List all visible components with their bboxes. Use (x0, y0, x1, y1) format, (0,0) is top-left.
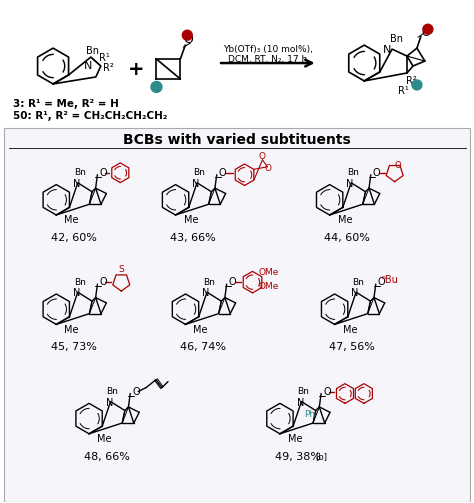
Text: N: N (346, 179, 354, 189)
Text: OMe: OMe (258, 282, 279, 291)
Text: Bn: Bn (74, 278, 86, 287)
Text: O: O (259, 152, 266, 161)
Text: 42, 60%: 42, 60% (51, 233, 97, 243)
Text: OMe: OMe (258, 268, 279, 277)
Circle shape (151, 81, 162, 93)
Text: 44, 60%: 44, 60% (324, 233, 370, 243)
Text: Bn: Bn (347, 169, 359, 178)
Text: N: N (202, 288, 210, 298)
Text: Me: Me (337, 215, 352, 225)
Text: Bn: Bn (298, 387, 310, 396)
Text: Bn: Bn (352, 278, 364, 287)
Text: O: O (219, 167, 227, 178)
Text: N: N (73, 288, 81, 298)
Text: 3: R¹ = Me, R² = H: 3: R¹ = Me, R² = H (13, 99, 119, 109)
Text: Me: Me (288, 434, 302, 444)
Text: 45, 73%: 45, 73% (51, 343, 97, 353)
Text: 48, 66%: 48, 66% (84, 452, 130, 462)
Text: Bn: Bn (74, 169, 86, 178)
Text: O: O (323, 386, 331, 396)
Text: O: O (373, 167, 381, 178)
FancyBboxPatch shape (4, 128, 470, 501)
Text: Bn: Bn (390, 34, 402, 44)
Text: Ph: Ph (304, 409, 315, 418)
Text: R²: R² (406, 76, 416, 86)
Text: 47, 56%: 47, 56% (329, 343, 375, 353)
Text: Yb(OTf)₃ (10 mol%),: Yb(OTf)₃ (10 mol%), (223, 45, 313, 54)
Text: [b]: [b] (316, 452, 328, 461)
Text: Bn: Bn (86, 46, 100, 56)
Text: Me: Me (64, 325, 79, 335)
Circle shape (182, 30, 192, 40)
Text: O: O (421, 28, 430, 38)
Text: 50: R¹, R² = CH₂CH₂CH₂CH₂: 50: R¹, R² = CH₂CH₂CH₂CH₂ (13, 111, 168, 121)
Text: Me: Me (97, 434, 111, 444)
Text: O: O (183, 33, 193, 46)
Text: Me: Me (64, 215, 79, 225)
Text: R¹: R¹ (100, 53, 110, 63)
Text: Me: Me (183, 215, 198, 225)
Text: Bn: Bn (203, 278, 215, 287)
Text: O: O (378, 277, 385, 287)
Text: N: N (383, 45, 392, 55)
Text: N: N (84, 61, 92, 71)
Text: ⁿBu: ⁿBu (381, 275, 398, 285)
Text: O: O (100, 277, 107, 287)
Text: DCM, RT, N₂, 17 h: DCM, RT, N₂, 17 h (228, 54, 308, 63)
Text: 46, 74%: 46, 74% (180, 343, 226, 353)
Text: O: O (394, 160, 401, 170)
Text: BCBs with varied subtituents: BCBs with varied subtituents (123, 133, 351, 146)
Text: R²: R² (103, 63, 114, 73)
Circle shape (423, 24, 433, 34)
Text: O: O (265, 164, 272, 173)
Text: Bn: Bn (193, 169, 205, 178)
Text: Bn: Bn (107, 387, 118, 396)
Text: N: N (297, 397, 304, 407)
Text: N: N (73, 179, 81, 189)
Text: O: O (132, 386, 140, 396)
Text: N: N (351, 288, 359, 298)
Circle shape (412, 80, 422, 90)
Text: N: N (192, 179, 200, 189)
Text: N: N (106, 397, 113, 407)
Text: 43, 66%: 43, 66% (170, 233, 216, 243)
Text: R¹: R¹ (398, 86, 409, 96)
Text: Me: Me (343, 325, 357, 335)
Text: Me: Me (193, 325, 208, 335)
Text: +: + (128, 59, 145, 78)
Text: S: S (118, 265, 124, 274)
Text: O: O (229, 277, 237, 287)
Text: O: O (100, 167, 107, 178)
Text: 49, 38%: 49, 38% (274, 452, 320, 462)
